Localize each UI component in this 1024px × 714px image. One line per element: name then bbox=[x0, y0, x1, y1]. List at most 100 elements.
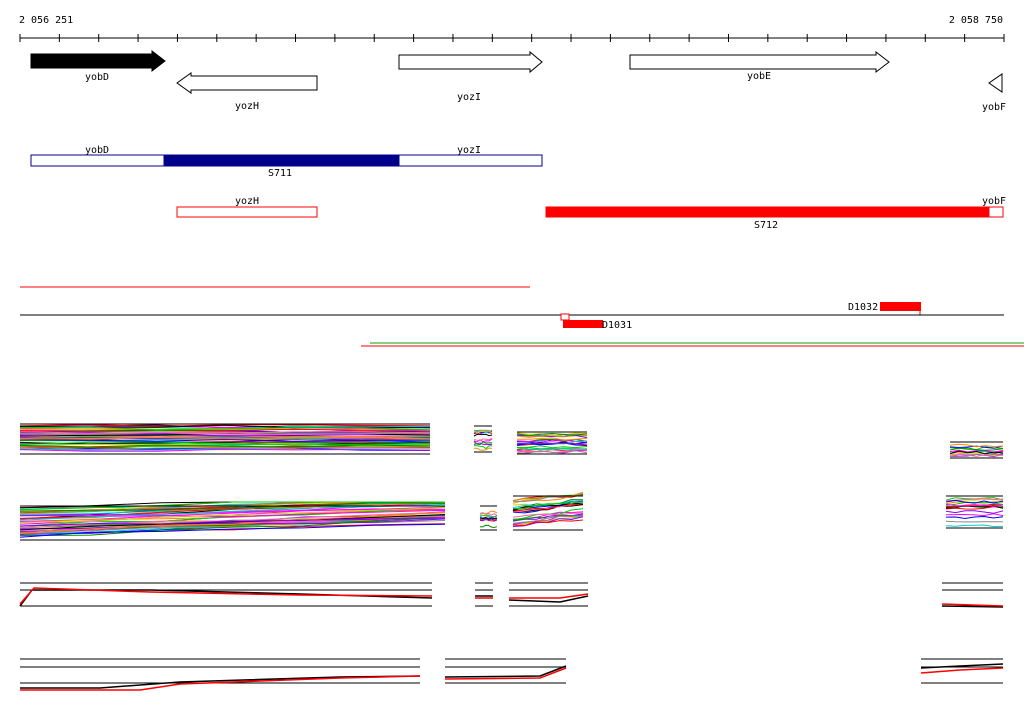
gene-yobF-arrow[interactable] bbox=[988, 73, 1003, 93]
median-profile-line bbox=[941, 603, 1004, 607]
expression-profile-line bbox=[949, 447, 1004, 451]
expression-profile-line bbox=[945, 510, 1004, 514]
expression-profile-line bbox=[516, 442, 588, 445]
expression-profile-line bbox=[19, 517, 446, 527]
coordinate-ruler: 2 056 251 2 058 750 bbox=[19, 15, 1005, 42]
expression-profile-line bbox=[19, 502, 446, 512]
gene-track: yobD yozH yozI yobE yobF bbox=[30, 49, 1006, 113]
median-profile-line bbox=[509, 593, 589, 599]
expression-profile-line bbox=[473, 445, 492, 450]
expression-profile-line bbox=[473, 441, 493, 446]
median-profile-line bbox=[20, 675, 421, 691]
expression-profile-line bbox=[19, 512, 446, 534]
summary-panel-4a bbox=[20, 658, 421, 691]
expression-profile-line bbox=[949, 443, 1004, 448]
expression-profile-line bbox=[949, 453, 1004, 457]
expression-profile-line bbox=[474, 429, 493, 432]
expression-profile-line bbox=[949, 445, 1004, 449]
summary-panel-3c bbox=[508, 582, 589, 607]
expression-profile-line bbox=[479, 517, 498, 520]
summary-panel-3d bbox=[941, 582, 1004, 608]
expression-panels bbox=[19, 423, 1004, 691]
expression-profile-line bbox=[512, 503, 584, 513]
expression-profile-line bbox=[19, 514, 446, 531]
expression-panel-1a bbox=[19, 423, 431, 455]
expression-profile-line bbox=[516, 432, 588, 437]
gene-yobF-label: yobF bbox=[982, 102, 1006, 113]
gene-yobD-arrow[interactable] bbox=[30, 49, 166, 73]
expression-profile-line bbox=[512, 519, 584, 526]
expression-profile-line bbox=[473, 437, 493, 442]
expression-profile-line bbox=[479, 517, 497, 522]
ruler-end-label: 2 058 750 bbox=[949, 15, 1003, 26]
expression-profile-line bbox=[19, 501, 445, 511]
median-profile-line bbox=[444, 667, 567, 680]
expression-profile-line bbox=[19, 431, 431, 435]
expression-profile-line bbox=[479, 515, 498, 521]
expression-profile-line bbox=[19, 518, 446, 530]
expression-panel-2b bbox=[479, 505, 498, 531]
expression-profile-line bbox=[512, 501, 584, 510]
segment-label-yozH: yozH bbox=[235, 196, 259, 207]
ruler-ticks bbox=[19, 34, 1005, 42]
segment-fill-S712[interactable] bbox=[545, 206, 990, 218]
segment-outline-yozH[interactable] bbox=[176, 206, 318, 218]
expression-profile-line bbox=[474, 447, 493, 451]
segment-name-S712: S712 bbox=[754, 220, 778, 231]
gene-yobD-label: yobD bbox=[85, 72, 109, 83]
summary-panel-3b bbox=[475, 582, 493, 607]
d-tracks: D1032 D1031 bbox=[20, 286, 1024, 347]
d1031-block[interactable] bbox=[563, 320, 603, 328]
gene-yozH-arrow[interactable] bbox=[176, 72, 318, 94]
expression-panel-2d bbox=[945, 495, 1004, 529]
segment-fill-S711[interactable] bbox=[163, 154, 400, 167]
expression-profile-line bbox=[19, 523, 446, 538]
expression-profile-line bbox=[19, 438, 431, 442]
expression-panel-2a bbox=[19, 501, 446, 541]
expression-profile-line bbox=[479, 524, 498, 529]
summary-panel-4c bbox=[920, 658, 1004, 684]
expression-profile-line bbox=[19, 508, 446, 517]
mean-profile-line bbox=[19, 589, 433, 607]
expression-profile-line bbox=[516, 437, 588, 441]
mean-profile-line bbox=[920, 663, 1004, 669]
expression-profile-line bbox=[473, 433, 493, 437]
mean-profile-line bbox=[444, 665, 567, 678]
expression-profile-line bbox=[512, 514, 584, 528]
expression-profile-line bbox=[19, 503, 446, 521]
gene-yozI-label: yozI bbox=[457, 92, 481, 103]
expression-profile-line bbox=[516, 432, 588, 437]
expression-profile-line bbox=[19, 509, 446, 524]
expression-profile-line bbox=[512, 515, 584, 524]
expression-profile-line bbox=[19, 431, 431, 434]
gene-yobE-arrow[interactable] bbox=[629, 50, 890, 74]
gene-yozH-label: yozH bbox=[235, 101, 259, 112]
expression-profile-line bbox=[516, 449, 588, 454]
expression-profile-line bbox=[512, 504, 584, 513]
segment-row-S711: yobD yozI S711 bbox=[30, 145, 543, 179]
summary-panel-3a bbox=[19, 582, 433, 607]
d1031-label: D1031 bbox=[602, 320, 632, 331]
median-profile-line bbox=[920, 667, 1004, 674]
expression-panel-1d bbox=[949, 441, 1004, 459]
expression-profile-line bbox=[19, 425, 431, 429]
expression-profile-line bbox=[516, 448, 588, 453]
expression-profile-line bbox=[949, 450, 1004, 455]
ruler-start-label: 2 056 251 bbox=[19, 15, 73, 26]
expression-profile-line bbox=[945, 515, 1004, 520]
d1032-block[interactable] bbox=[880, 302, 921, 311]
expression-profile-line bbox=[19, 436, 431, 440]
segment-label-yobF: yobF bbox=[982, 196, 1006, 207]
expression-profile-line bbox=[19, 426, 431, 431]
segment-label-yobD: yobD bbox=[85, 145, 109, 156]
expression-profile-line bbox=[479, 512, 498, 516]
segment-row-S712: yozH yobF S712 bbox=[176, 196, 1006, 231]
expression-profile-line bbox=[19, 428, 431, 432]
expression-profile-line bbox=[516, 445, 588, 449]
expression-profile-line bbox=[945, 524, 1004, 528]
expression-profile-line bbox=[19, 448, 431, 452]
expression-profile-line bbox=[945, 499, 1004, 504]
gene-yozI-arrow[interactable] bbox=[398, 50, 543, 74]
summary-panel-4b bbox=[444, 658, 567, 684]
